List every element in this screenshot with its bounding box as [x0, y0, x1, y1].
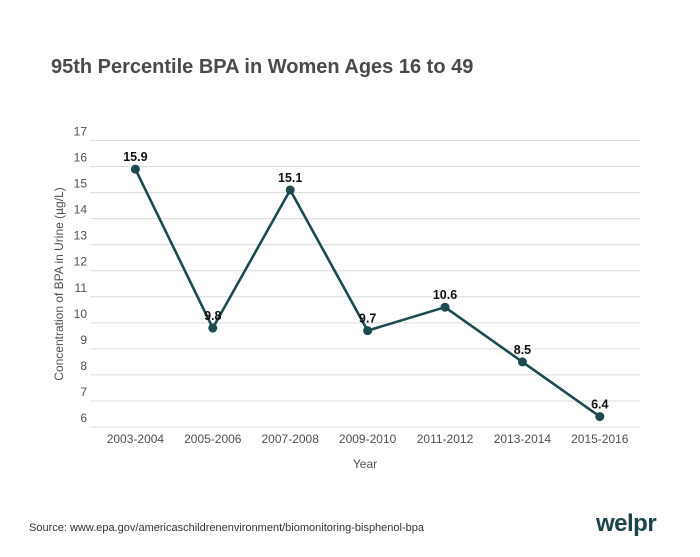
data-point: [285, 185, 295, 195]
data-point-label: 6.4: [591, 398, 608, 412]
y-tick-label: 11: [75, 281, 88, 295]
trend-line: [134, 167, 602, 418]
data-point-label: 9.8: [204, 309, 221, 323]
data-point-label: 9.7: [359, 312, 376, 326]
y-tick-label: 9: [80, 333, 87, 347]
y-tick-label: 14: [74, 203, 88, 217]
y-tick-label: 7: [80, 385, 87, 399]
data-point-label: 8.5: [514, 343, 531, 357]
data-point: [130, 164, 140, 174]
x-tick-label: 2003-2004: [107, 432, 165, 446]
data-point: [208, 323, 218, 333]
y-axis-title: Concentration of BPA in Urine (µg/L): [52, 187, 66, 380]
x-tick-label: 2013-2014: [494, 432, 552, 446]
y-tick-label: 10: [74, 307, 88, 321]
data-point: [440, 302, 450, 312]
data-point: [363, 326, 373, 336]
x-tick-label: 2007-2008: [262, 432, 320, 446]
x-axis-title: Year: [353, 457, 377, 471]
y-tick-label: 12: [74, 255, 88, 269]
data-point-label: 10.6: [433, 288, 457, 302]
y-tick-label: 16: [74, 151, 88, 165]
chart-title: 95th Percentile BPA in Women Ages 16 to …: [51, 56, 474, 78]
x-tick-label: 2009-2010: [339, 432, 397, 446]
x-tick-label: 2011-2012: [417, 432, 474, 446]
brand-logo: welpr: [596, 510, 657, 537]
y-tick-label: 8: [80, 359, 87, 373]
data-point: [595, 412, 605, 422]
y-tick-label: 15: [74, 177, 88, 191]
y-tick-label: 13: [74, 229, 88, 243]
data-point: [517, 357, 527, 367]
y-tick-label: 6: [80, 411, 87, 425]
data-point-label: 15.1: [278, 171, 302, 185]
source-attribution: Source: www.epa.gov/americaschildrenenvi…: [29, 522, 424, 534]
x-tick-label: 2005-2006: [184, 432, 242, 446]
x-tick-label: 2015-2016: [571, 432, 629, 446]
y-tick-label: 17: [74, 125, 88, 139]
data-point-label: 15.9: [123, 150, 147, 164]
